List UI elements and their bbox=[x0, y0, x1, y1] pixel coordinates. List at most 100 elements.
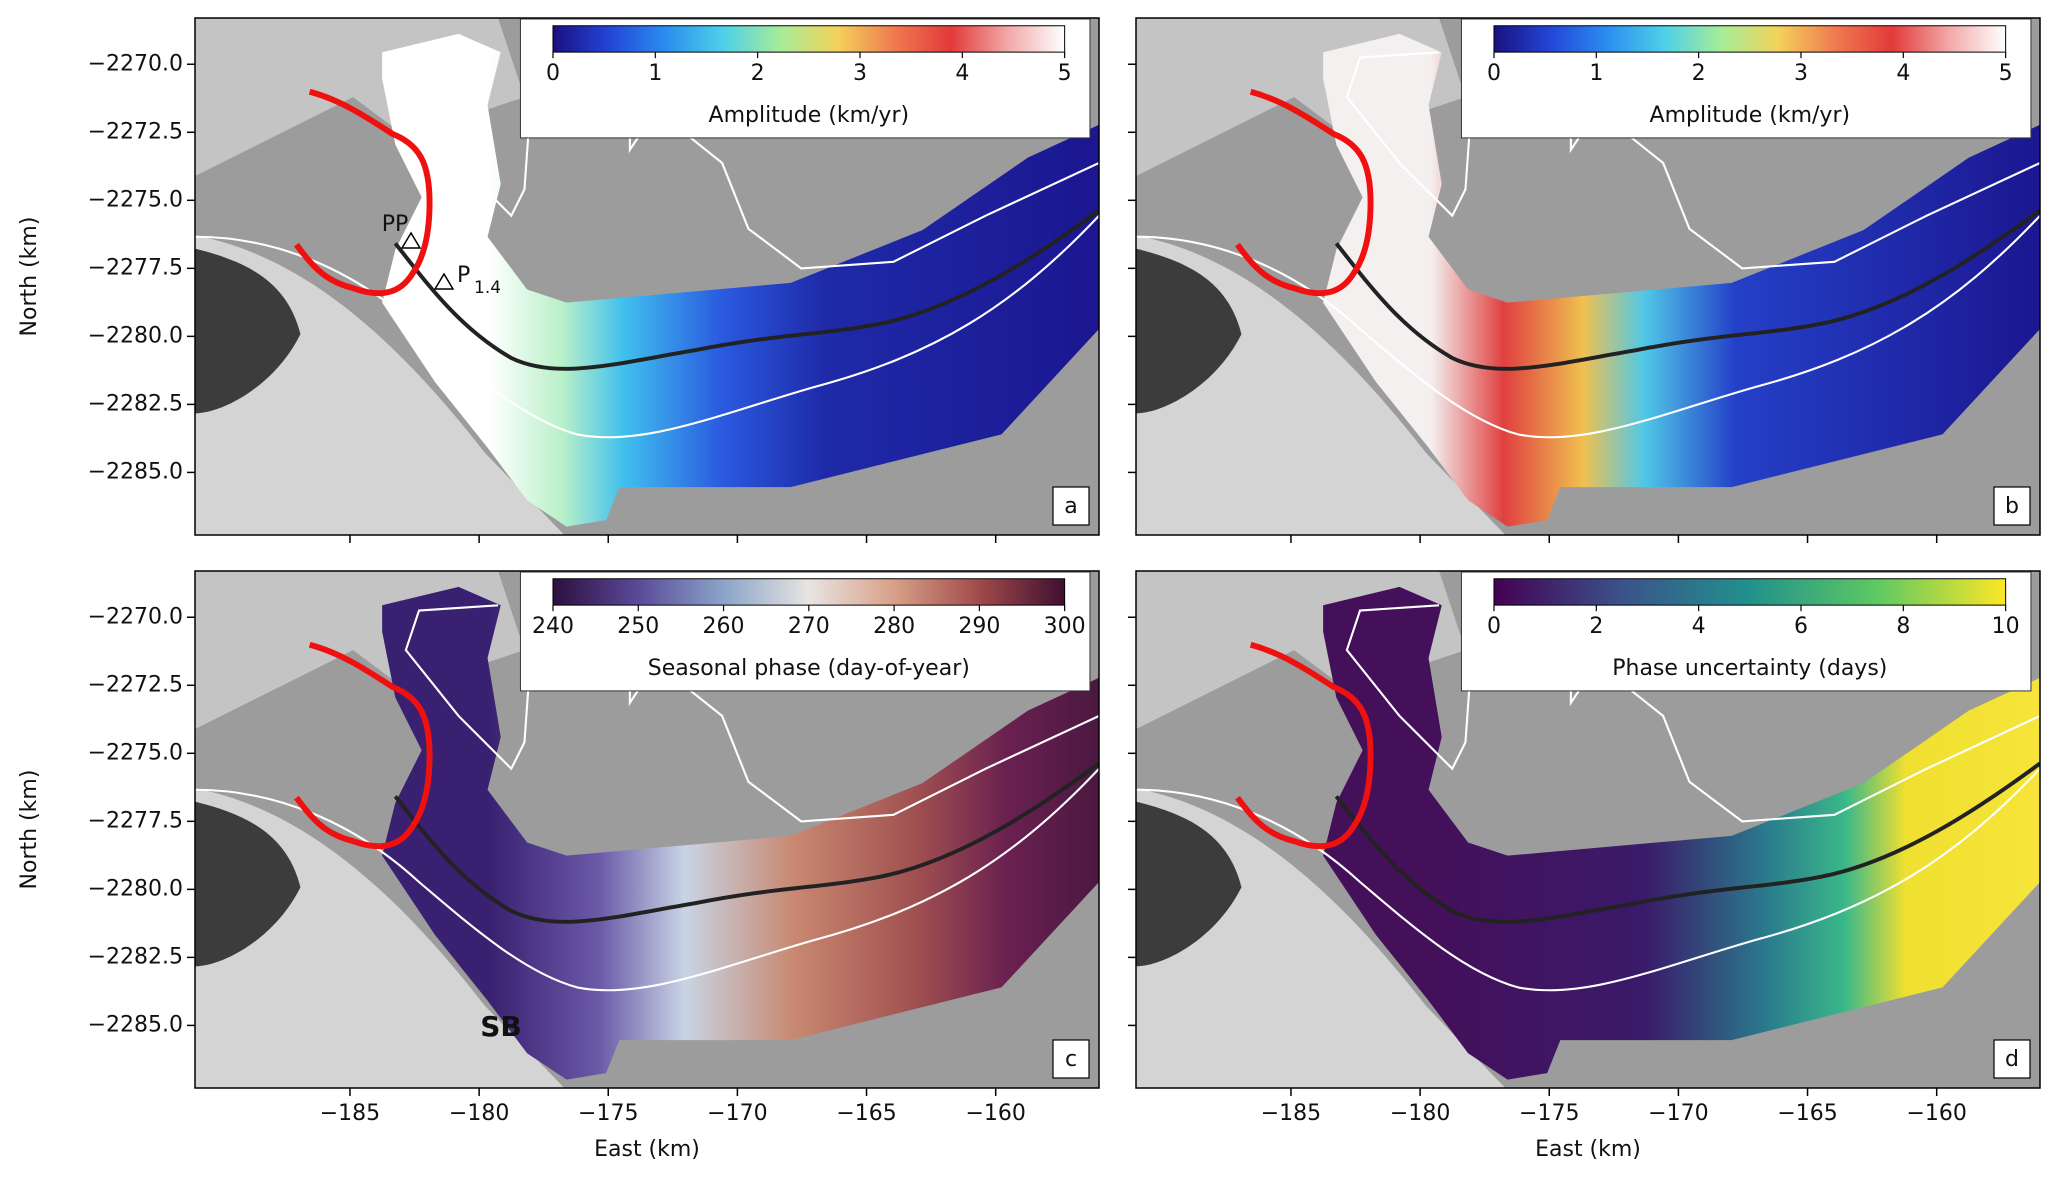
colorbar-tick-label: 270 bbox=[788, 614, 830, 639]
panel-label-box bbox=[1993, 1039, 2031, 1079]
x-tick-label: −165 bbox=[1777, 1101, 1837, 1126]
colorbar-tick-label: 240 bbox=[532, 614, 574, 639]
colorbar bbox=[552, 25, 1066, 53]
x-tick-label: −175 bbox=[578, 1101, 638, 1126]
colorbar-label: Amplitude (km/yr) bbox=[1650, 103, 1851, 128]
colorbar-tick-label: 10 bbox=[1992, 614, 2020, 639]
axes-frame bbox=[1135, 570, 2041, 1089]
map-layer bbox=[195, 18, 1099, 535]
outline bbox=[1136, 214, 2040, 439]
colorbar bbox=[1493, 578, 2007, 606]
centerline bbox=[393, 761, 1099, 924]
x-tick-label: −170 bbox=[1648, 1101, 1708, 1126]
colorbar-tick-label: 1 bbox=[648, 61, 662, 86]
annotation: SB bbox=[480, 1010, 522, 1043]
colorbar-tick-label: 2 bbox=[1692, 61, 1706, 86]
colorbar-tick-label: 250 bbox=[617, 614, 659, 639]
colorbar-tick-label: 300 bbox=[1044, 614, 1086, 639]
marker bbox=[400, 231, 422, 249]
annotation-subscript: 1.4 bbox=[474, 278, 501, 298]
calving-front bbox=[294, 88, 433, 297]
y-tick-label: −2282.5 bbox=[88, 391, 183, 416]
marker bbox=[433, 272, 455, 290]
y-tick-label: −2270.0 bbox=[88, 604, 183, 629]
y-tick-label: −2280.0 bbox=[88, 876, 183, 901]
velocity-field bbox=[382, 33, 1099, 527]
y-tick-label: −2282.5 bbox=[88, 944, 183, 969]
ocean bbox=[195, 801, 301, 967]
colorbar-tick-label: 0 bbox=[546, 61, 560, 86]
annotation: PP bbox=[382, 212, 409, 237]
y-tick-label: −2277.5 bbox=[88, 255, 183, 280]
x-tick-label: −180 bbox=[1390, 1101, 1450, 1126]
colorbar-tick-label: 290 bbox=[958, 614, 1000, 639]
colorbar-tick-label: 0 bbox=[1487, 614, 1501, 639]
annotation: P bbox=[457, 263, 470, 288]
y-tick-label: −2275.0 bbox=[88, 187, 183, 212]
colorbar-tick-label: 4 bbox=[1692, 614, 1706, 639]
outline bbox=[195, 214, 1099, 439]
colorbar-tick-label: 0 bbox=[1487, 61, 1501, 86]
x-tick-label: −170 bbox=[707, 1101, 767, 1126]
outline bbox=[1136, 767, 2040, 992]
map-panel: −2270.0 −2272.5 −2275.0 −2277.5 −2280.0 −2282… bbox=[17, 17, 1100, 543]
panel-label: c bbox=[1065, 1047, 1077, 1072]
calving-front bbox=[294, 641, 433, 850]
colorbar-tick-label: 260 bbox=[703, 614, 745, 639]
map-layer bbox=[1136, 571, 2040, 1088]
x-tick-label: −165 bbox=[836, 1101, 896, 1126]
outline bbox=[195, 767, 1099, 992]
y-tick-label: −2270.0 bbox=[88, 51, 183, 76]
colorbar-label: Seasonal phase (day-of-year) bbox=[648, 656, 970, 681]
axes-frame bbox=[194, 570, 1100, 1089]
x-tick-label: −160 bbox=[1906, 1101, 1966, 1126]
y-axis-label: North (km) bbox=[17, 217, 42, 337]
x-axis-label: East (km) bbox=[1535, 1137, 1641, 1162]
colorbar-label: Amplitude (km/yr) bbox=[709, 103, 910, 128]
map-panel: −185 −180 −175 −170 −165 −160 −2270.0 −2272.5 −2… bbox=[17, 570, 1100, 1162]
colorbar-tick-label: 5 bbox=[1058, 61, 1072, 86]
y-tick-label: −2285.0 bbox=[88, 459, 183, 484]
calving-front bbox=[1235, 88, 1374, 297]
colorbar-tick-label: 2 bbox=[1589, 614, 1603, 639]
colorbar-tick-label: 4 bbox=[1896, 61, 1910, 86]
y-tick-label: −2272.5 bbox=[88, 672, 183, 697]
colorbar-tick-label: 6 bbox=[1794, 614, 1808, 639]
y-tick-label: −2277.5 bbox=[88, 808, 183, 833]
y-tick-label: −2272.5 bbox=[88, 119, 183, 144]
x-tick-label: −185 bbox=[320, 1101, 380, 1126]
colorbar-tick-label: 2 bbox=[751, 61, 765, 86]
map-layer bbox=[195, 571, 1099, 1088]
ocean bbox=[1136, 248, 1242, 414]
colorbar bbox=[1493, 25, 2007, 53]
velocity-field bbox=[1323, 586, 2040, 1080]
map-panel: −185 −180 −175 −170 −165 −160 East (km) 0 2 4 6 8 10… bbox=[1128, 570, 2041, 1162]
centerline bbox=[1334, 208, 2040, 371]
centerline bbox=[393, 208, 1099, 371]
y-axis-label: North (km) bbox=[17, 770, 42, 890]
axes-frame bbox=[1135, 17, 2041, 536]
calving-front bbox=[1235, 641, 1374, 850]
x-tick-label: −175 bbox=[1519, 1101, 1579, 1126]
x-tick-label: −180 bbox=[449, 1101, 509, 1126]
colorbar bbox=[552, 578, 1066, 606]
x-axis-label: East (km) bbox=[594, 1137, 700, 1162]
panel-label: d bbox=[2005, 1047, 2019, 1072]
colorbar-tick-label: 3 bbox=[853, 61, 867, 86]
map-panel: 0 1 2 3 4 5 Amplitude (km/yr) b bbox=[1128, 17, 2041, 543]
axes-frame bbox=[194, 17, 1100, 536]
x-tick-label: −160 bbox=[965, 1101, 1025, 1126]
panel-label-box bbox=[1052, 486, 1090, 526]
colorbar-tick-label: 1 bbox=[1589, 61, 1603, 86]
centerline bbox=[1334, 761, 2040, 924]
map-layer bbox=[1136, 18, 2040, 535]
panel-label: b bbox=[2005, 494, 2019, 519]
panel-label: a bbox=[1064, 494, 1077, 519]
velocity-field bbox=[382, 586, 1099, 1080]
ocean bbox=[1136, 801, 1242, 967]
colorbar-tick-label: 3 bbox=[1794, 61, 1808, 86]
ocean bbox=[195, 248, 301, 414]
y-tick-label: −2280.0 bbox=[88, 323, 183, 348]
y-tick-label: −2275.0 bbox=[88, 740, 183, 765]
